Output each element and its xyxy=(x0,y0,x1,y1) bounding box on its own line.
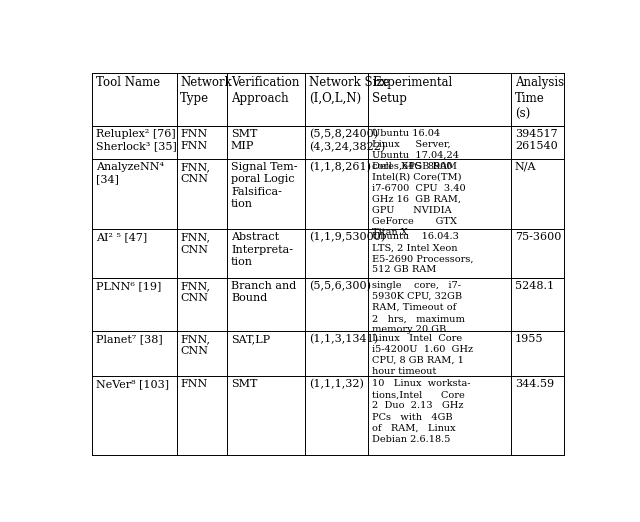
Text: 1955: 1955 xyxy=(515,334,543,344)
Text: Network
Type: Network Type xyxy=(180,76,232,105)
Text: Verification
Approach: Verification Approach xyxy=(231,76,300,105)
Text: Dell   XPS  8900
Intel(R) Core(TM)
i7-6700  CPU  3.40
GHz 16  GB RAM,
GPU      N: Dell XPS 8900 Intel(R) Core(TM) i7-6700 … xyxy=(372,162,465,238)
Text: Signal Tem-
poral Logic
Falsifica-
tion: Signal Tem- poral Logic Falsifica- tion xyxy=(231,162,298,209)
Text: FNN: FNN xyxy=(180,379,207,389)
Text: Linux   Intel  Core
i5-4200U  1.60  GHz
CPU, 8 GB RAM, 1
hour timeout: Linux Intel Core i5-4200U 1.60 GHz CPU, … xyxy=(372,334,473,376)
Text: 5248.1: 5248.1 xyxy=(515,281,554,291)
Text: (1,1,9,53000): (1,1,9,53000) xyxy=(309,232,385,242)
Text: Ubuntu    16.04.3
LTS, 2 Intel Xeon
E5-2690 Processors,
512 GB RAM: Ubuntu 16.04.3 LTS, 2 Intel Xeon E5-2690… xyxy=(372,232,474,275)
Text: 394517
261540: 394517 261540 xyxy=(515,129,557,151)
Text: SMT
MIP: SMT MIP xyxy=(231,129,257,151)
Text: Experimental
Setup: Experimental Setup xyxy=(372,76,452,105)
Text: Reluplex² [76]
Sherlock³ [35]: Reluplex² [76] Sherlock³ [35] xyxy=(96,129,177,151)
Text: N/A: N/A xyxy=(515,162,536,172)
Text: NeVer⁸ [103]: NeVer⁸ [103] xyxy=(96,379,169,389)
Text: Analysis
Time
(s): Analysis Time (s) xyxy=(515,76,564,121)
Text: FNN,
CNN: FNN, CNN xyxy=(180,162,211,184)
Text: (5,5,6,300): (5,5,6,300) xyxy=(309,281,371,291)
Text: AnalyzeNN⁴
[34]: AnalyzeNN⁴ [34] xyxy=(96,162,164,184)
Text: (1,1,8,261): (1,1,8,261) xyxy=(309,162,371,172)
Text: FNN,
CNN: FNN, CNN xyxy=(180,232,211,255)
Text: PLNN⁶ [19]: PLNN⁶ [19] xyxy=(96,281,161,291)
Text: FNN
FNN: FNN FNN xyxy=(180,129,207,151)
Text: (5,5,8,2400)
(4,3,24,3822): (5,5,8,2400) (4,3,24,3822) xyxy=(309,129,385,152)
Text: FNN,
CNN: FNN, CNN xyxy=(180,281,211,303)
Text: 75-3600: 75-3600 xyxy=(515,232,561,242)
Text: Tool Name: Tool Name xyxy=(96,76,160,89)
Text: SAT,LP: SAT,LP xyxy=(231,334,270,344)
Text: 344.59: 344.59 xyxy=(515,379,554,389)
Text: Network Size
(I,O,L,N): Network Size (I,O,L,N) xyxy=(309,76,389,105)
Text: FNN,
CNN: FNN, CNN xyxy=(180,334,211,356)
Text: single    core,   i7-
5930K CPU, 32GB
RAM, Timeout of
2   hrs,   maximum
memory : single core, i7- 5930K CPU, 32GB RAM, Ti… xyxy=(372,281,465,334)
Text: SMT: SMT xyxy=(231,379,257,389)
Text: (1,1,1,32): (1,1,1,32) xyxy=(309,379,364,389)
Text: Planet⁷ [38]: Planet⁷ [38] xyxy=(96,334,163,344)
Text: Abstract
Interpreta-
tion: Abstract Interpreta- tion xyxy=(231,232,293,267)
Text: AI² ⁵ [47]: AI² ⁵ [47] xyxy=(96,232,147,242)
Text: 10   Linux  worksta-
tions,Intel      Core
2  Duo  2.13   GHz
PCs   with   4GB
o: 10 Linux worksta- tions,Intel Core 2 Duo… xyxy=(372,379,470,444)
Text: Ubuntu 16.04
Linux     Server,
Ubuntu  17.04,24
cores,64GB RAM: Ubuntu 16.04 Linux Server, Ubuntu 17.04,… xyxy=(372,129,459,171)
Text: (1,1,3,1341): (1,1,3,1341) xyxy=(309,334,378,344)
Text: Branch and
Bound: Branch and Bound xyxy=(231,281,296,303)
